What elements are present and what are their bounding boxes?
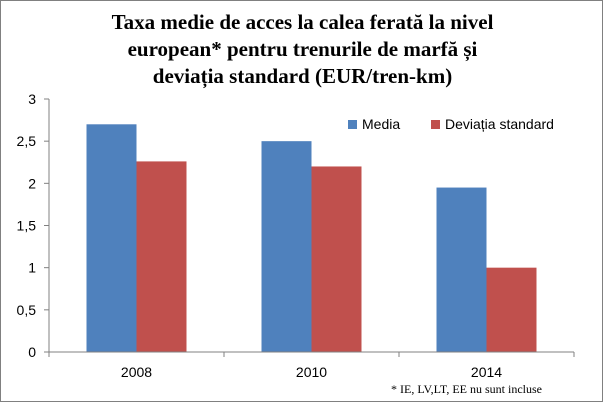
- footnote: * IE, LV,LT, EE nu sunt incluse: [391, 382, 542, 396]
- bar: [486, 267, 537, 352]
- y-tick-label: 0: [28, 344, 36, 360]
- chart-title-line-2: european* pentru trenurile de marfă și: [127, 37, 478, 61]
- chart-title-line-1: Taxa medie de acces la calea ferată la n…: [111, 10, 494, 34]
- bar: [311, 166, 362, 352]
- x-tick-label: 2014: [471, 364, 502, 380]
- legend-label: Media: [362, 116, 400, 132]
- legend-swatch: [348, 120, 357, 129]
- bar: [136, 161, 187, 352]
- y-tick-label: 1: [28, 260, 36, 276]
- legend-swatch: [431, 120, 440, 129]
- y-tick-label: 1,5: [17, 218, 37, 234]
- chart-title: Taxa medie de acces la calea ferată la n…: [1, 9, 603, 90]
- y-tick-label: 3: [28, 91, 36, 107]
- x-tick-label: 2010: [296, 364, 327, 380]
- y-tick-label: 2,5: [17, 133, 37, 149]
- bar: [436, 187, 487, 352]
- bar: [261, 141, 312, 352]
- y-tick-label: 0,5: [17, 302, 37, 318]
- y-tick-label: 2: [28, 175, 36, 191]
- bar: [86, 124, 137, 352]
- chart-title-line-3: deviația standard (EUR/tren-km): [152, 64, 453, 88]
- x-tick-label: 2008: [121, 364, 152, 380]
- legend-label: Deviația standard: [445, 116, 554, 132]
